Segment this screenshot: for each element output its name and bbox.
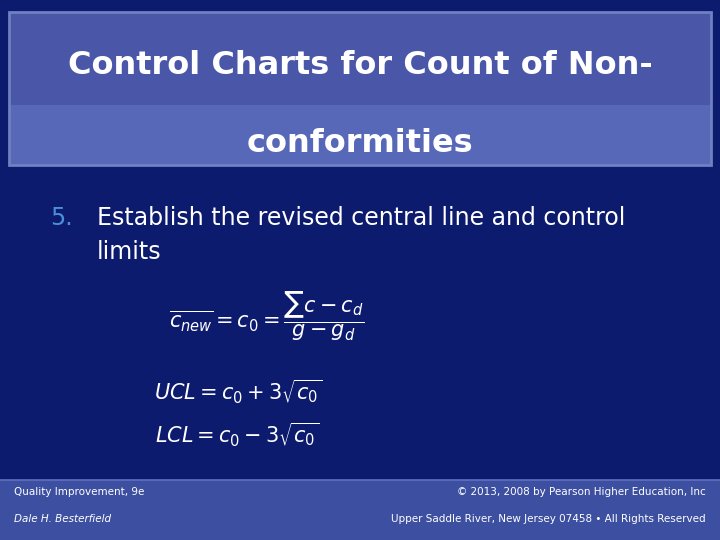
Text: © 2013, 2008 by Pearson Higher Education, Inc: © 2013, 2008 by Pearson Higher Education… — [457, 488, 706, 497]
Text: Dale H. Besterfield: Dale H. Besterfield — [14, 515, 112, 524]
Text: $\overline{c_{new}} = c_0 = \dfrac{\sum c - c_d}{g - g_d}$: $\overline{c_{new}} = c_0 = \dfrac{\sum … — [168, 289, 364, 343]
Text: $UCL = c_0 + 3\sqrt{c_0}$: $UCL = c_0 + 3\sqrt{c_0}$ — [153, 377, 322, 406]
Text: limits: limits — [97, 240, 162, 264]
Text: conformities: conformities — [247, 127, 473, 159]
Text: 5.: 5. — [50, 206, 73, 230]
Text: Establish the revised central line and control: Establish the revised central line and c… — [97, 206, 626, 230]
FancyBboxPatch shape — [0, 480, 720, 540]
FancyBboxPatch shape — [9, 12, 711, 105]
FancyBboxPatch shape — [9, 105, 711, 165]
Text: Control Charts for Count of Non-: Control Charts for Count of Non- — [68, 50, 652, 82]
Text: $LCL = c_0 - 3\sqrt{c_0}$: $LCL = c_0 - 3\sqrt{c_0}$ — [156, 421, 320, 449]
Text: Quality Improvement, 9e: Quality Improvement, 9e — [14, 488, 145, 497]
Text: Upper Saddle River, New Jersey 07458 • All Rights Reserved: Upper Saddle River, New Jersey 07458 • A… — [391, 515, 706, 524]
